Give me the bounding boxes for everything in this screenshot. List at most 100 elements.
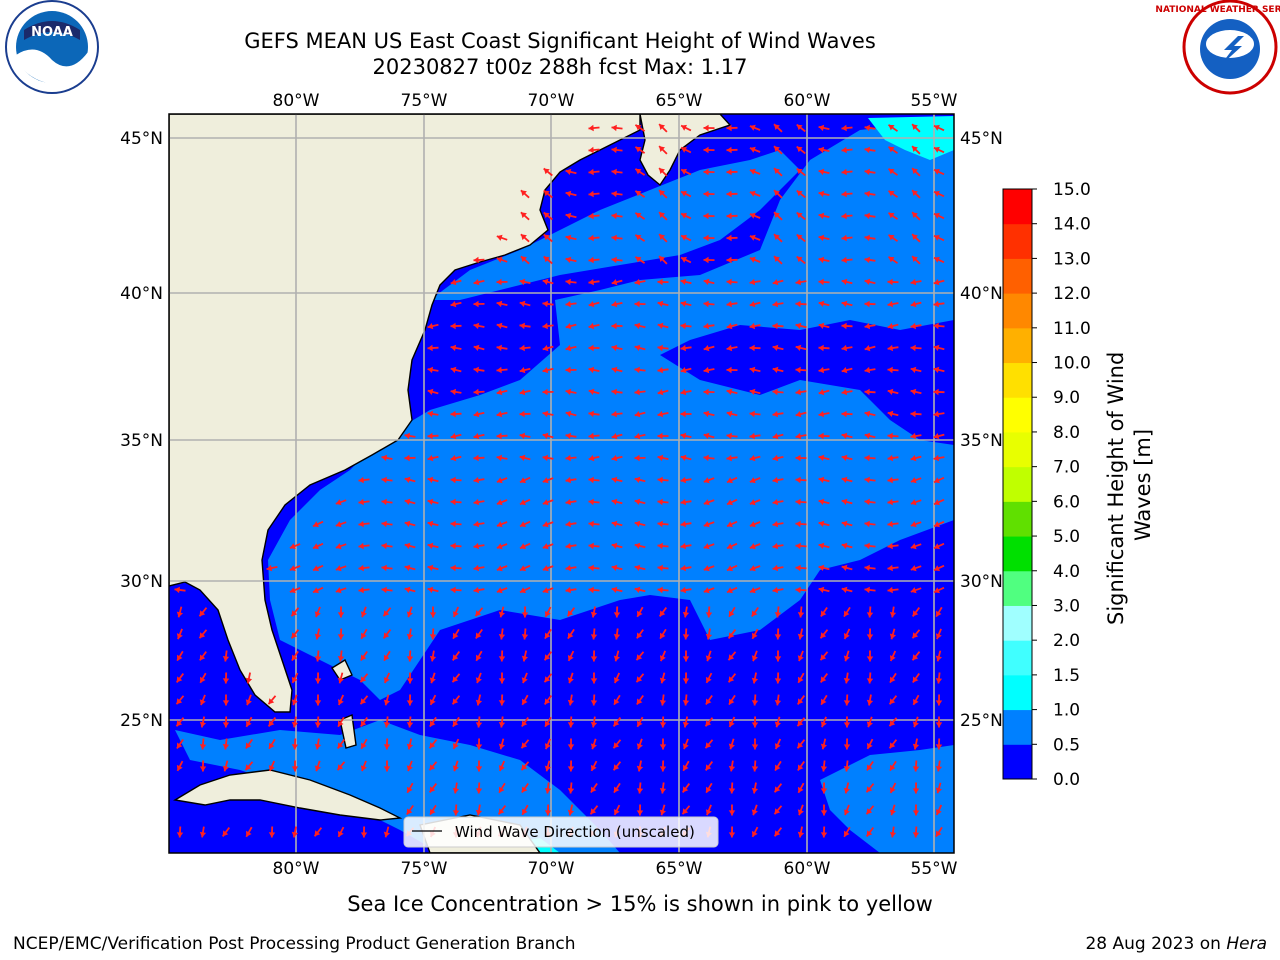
- wave-direction-arrowhead: [729, 610, 735, 617]
- wave-direction-arrowhead: [383, 699, 390, 706]
- wave-direction-arrowhead: [864, 432, 871, 439]
- wave-direction-arrowhead: [751, 700, 759, 706]
- wave-direction-arrowhead: [565, 498, 571, 506]
- wave-direction-arrowhead: [473, 344, 480, 351]
- wave-direction-arrowhead: [473, 520, 480, 528]
- lon-label: 55°W: [911, 859, 958, 879]
- wave-direction-arrowhead: [818, 586, 825, 593]
- wave-direction-arrowhead: [912, 632, 919, 639]
- colorbar-segment: [1003, 223, 1032, 259]
- wave-direction-arrowhead: [728, 721, 735, 727]
- wave-direction-arrowhead: [519, 454, 526, 461]
- wave-direction-arrowhead: [657, 476, 663, 484]
- wave-direction-arrowhead: [680, 278, 687, 285]
- wave-direction-arrowhead: [565, 256, 572, 263]
- lon-label: 70°W: [528, 91, 575, 111]
- wave-direction-arrowhead: [176, 698, 183, 705]
- wave-direction-arrowhead: [796, 168, 803, 175]
- wave-direction-arrowhead: [404, 432, 411, 440]
- wave-direction-arrowhead: [864, 190, 870, 198]
- wave-direction-arrowhead: [268, 765, 275, 771]
- wave-direction-arrowhead: [774, 124, 780, 130]
- wave-direction-arrowhead: [841, 476, 848, 483]
- wave-direction-arrowhead: [542, 278, 549, 285]
- wave-direction-arrowhead: [797, 612, 805, 618]
- wave-direction-arrowhead: [450, 344, 457, 352]
- wave-direction-arrowhead: [314, 611, 321, 618]
- wave-direction-arrowhead: [611, 344, 618, 352]
- wave-direction-arrowhead: [910, 366, 917, 373]
- wave-direction-arrowhead: [751, 610, 758, 617]
- wave-direction-arrowhead: [496, 322, 503, 329]
- wave-direction-arrowhead: [887, 542, 893, 550]
- wave-direction-arrowhead: [635, 256, 642, 263]
- wave-direction-arrowhead: [659, 809, 666, 816]
- wave-direction-arrowhead: [337, 742, 344, 749]
- wave-direction-arrowhead: [864, 542, 870, 550]
- wave-direction-arrowhead: [475, 699, 483, 706]
- wave-direction-arrowhead: [866, 721, 873, 728]
- wave-direction-arrowhead: [772, 476, 779, 484]
- wave-direction-arrowhead: [291, 676, 298, 683]
- wave-direction-arrowhead: [728, 765, 736, 772]
- wave-direction-arrowhead: [519, 322, 525, 330]
- wave-direction-arrowhead: [843, 677, 851, 684]
- wave-direction-arrowhead: [381, 564, 387, 572]
- wave-direction-arrowhead: [199, 831, 207, 838]
- wave-direction-arrowhead: [887, 300, 894, 308]
- wave-direction-arrowhead: [565, 212, 572, 219]
- wave-direction-arrowhead: [473, 476, 480, 484]
- wave-direction-arrowhead: [450, 388, 457, 396]
- wave-direction-arrowhead: [499, 786, 505, 793]
- wave-direction-arrowhead: [542, 565, 549, 572]
- wave-direction-arrowhead: [222, 744, 230, 750]
- wave-direction-arrowhead: [657, 322, 664, 329]
- wave-direction-arrowhead: [611, 476, 618, 483]
- wave-direction-arrowhead: [889, 787, 896, 793]
- wave-direction-arrowhead: [728, 788, 736, 794]
- wave-direction-arrowhead: [452, 654, 459, 661]
- wave-direction-arrowhead: [866, 699, 874, 706]
- wave-direction-arrowhead: [450, 520, 456, 528]
- wave-direction-arrowhead: [774, 168, 780, 174]
- wave-direction-arrowhead: [176, 764, 183, 771]
- wave-direction-arrowhead: [841, 234, 847, 242]
- wave-direction-arrowhead: [797, 764, 804, 771]
- wave-direction-arrowhead: [681, 256, 687, 263]
- wave-direction-arrowhead: [199, 632, 206, 639]
- wave-direction-arrowhead: [682, 611, 690, 618]
- wave-direction-arrowhead: [544, 632, 551, 639]
- wave-direction-arrowhead: [291, 744, 299, 750]
- colorbar-segment: [1003, 501, 1032, 537]
- wave-direction-arrowhead: [820, 676, 827, 683]
- wave-direction-arrowhead: [728, 654, 735, 661]
- wave-direction-arrowhead: [749, 146, 756, 153]
- wave-direction-arrowhead: [611, 300, 618, 308]
- wave-direction-arrowhead: [544, 676, 551, 683]
- wave-direction-arrowhead: [613, 655, 620, 662]
- wave-direction-arrowhead: [841, 168, 847, 176]
- wave-direction-arrowhead: [910, 587, 917, 594]
- wave-direction-arrowhead: [635, 190, 642, 197]
- wave-direction-arrowhead: [796, 146, 803, 153]
- wave-direction-arrowhead: [222, 656, 230, 662]
- wave-direction-arrowhead: [657, 278, 663, 286]
- wave-direction-arrowhead: [910, 543, 917, 550]
- wave-direction-arrowhead: [726, 344, 733, 352]
- wave-direction-arrowhead: [934, 587, 940, 594]
- wave-direction-arrowhead: [361, 632, 367, 639]
- wave-region-medium-north: [430, 150, 800, 300]
- wave-direction-arrowhead: [774, 721, 781, 728]
- lon-label: 60°W: [784, 91, 831, 111]
- wave-direction-arrowhead: [795, 278, 802, 286]
- wave-direction-arrowhead: [496, 366, 502, 374]
- wave-direction-arrowhead: [429, 742, 436, 749]
- wave-direction-arrowhead: [820, 743, 827, 750]
- wave-direction-arrowhead: [682, 700, 690, 706]
- wave-direction-arrowhead: [590, 786, 597, 793]
- wave-direction-arrowhead: [542, 322, 548, 330]
- wave-direction-arrowhead: [404, 498, 411, 505]
- wave-direction-arrowhead: [473, 300, 479, 308]
- wave-direction-arrowhead: [797, 742, 804, 749]
- wave-direction-arrowhead: [289, 565, 296, 572]
